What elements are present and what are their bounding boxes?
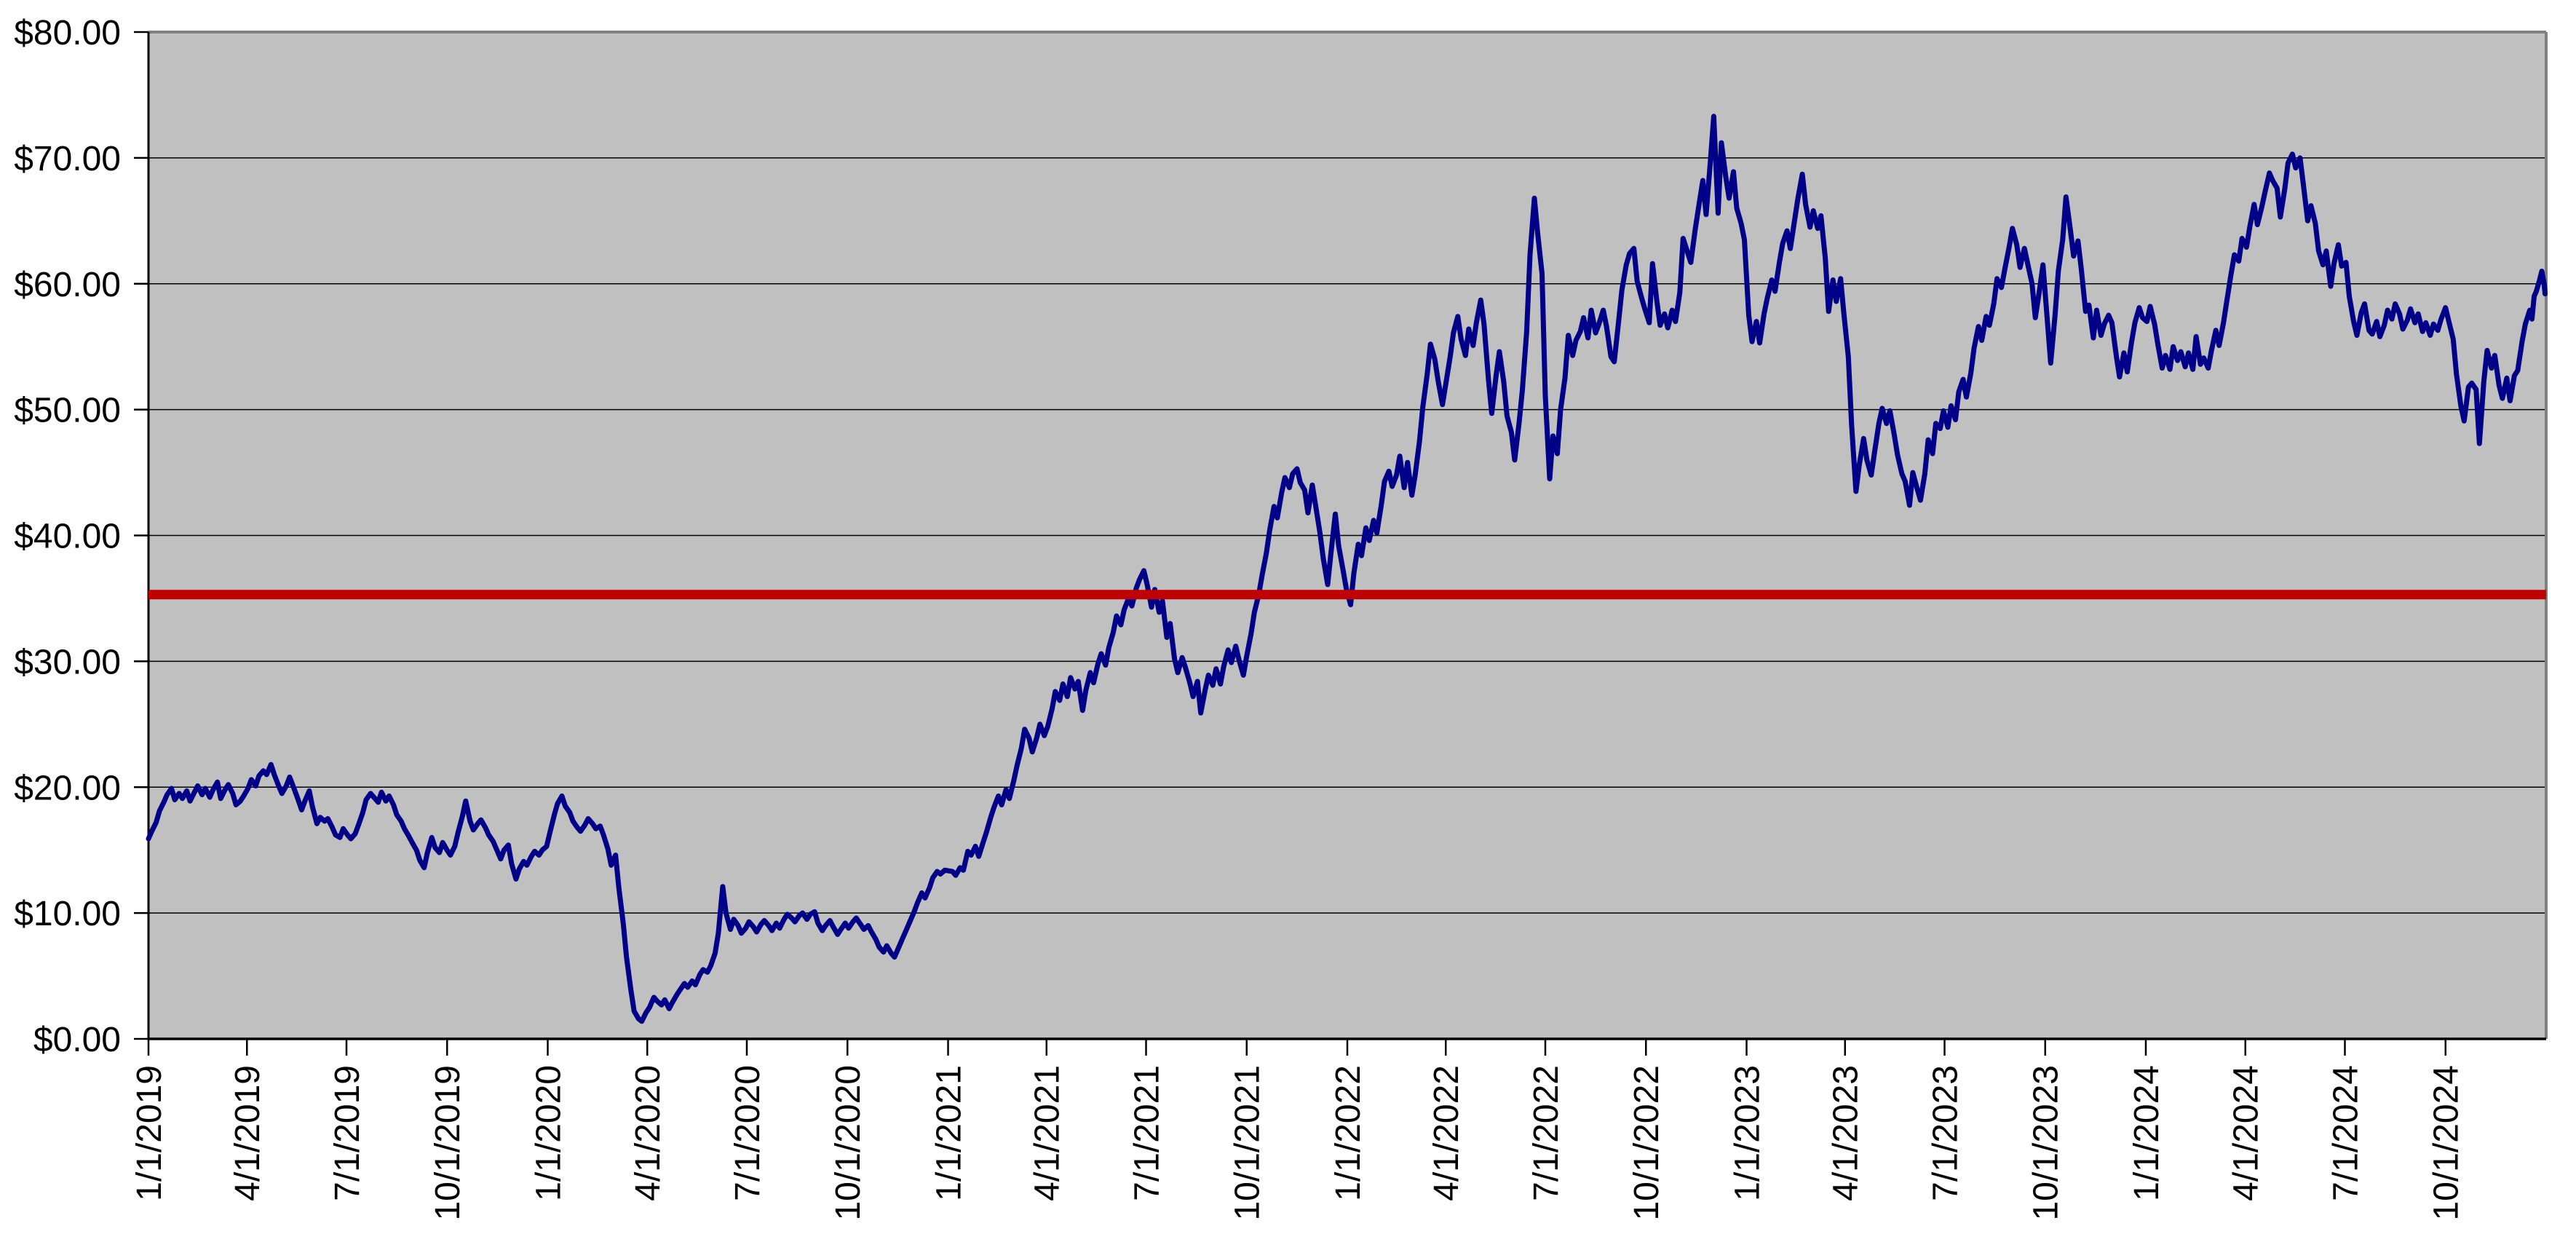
x-axis-label: 7/1/2020 [729,1065,767,1201]
y-axis-label: $10.00 [14,895,121,933]
x-axis-label: 10/1/2022 [1628,1065,1666,1221]
x-axis-label: 10/1/2020 [829,1065,868,1221]
x-axis-label: 4/1/2022 [1427,1065,1466,1201]
x-axis-label: 4/1/2021 [1029,1065,1067,1201]
x-axis-label: 1/1/2022 [1329,1065,1368,1201]
x-axis-label: 10/1/2023 [2027,1065,2066,1221]
y-axis-label: $70.00 [14,140,121,178]
y-axis-label: $30.00 [14,643,121,681]
x-axis-label: 4/1/2020 [629,1065,667,1201]
x-axis-label: 10/1/2019 [429,1065,467,1221]
x-axis-label: 1/1/2024 [2128,1065,2166,1201]
x-axis-label: 7/1/2019 [328,1065,367,1201]
y-axis-label: $20.00 [14,769,121,807]
y-axis-label: $80.00 [14,14,121,52]
x-axis-label: 1/1/2019 [130,1065,169,1201]
x-axis-label: 7/1/2023 [1926,1065,1965,1201]
x-axis-label: 4/1/2019 [229,1065,267,1201]
x-axis-label: 10/1/2021 [1229,1065,1267,1221]
x-axis-label: 4/1/2023 [1827,1065,1866,1201]
y-axis-label: $0.00 [33,1021,121,1059]
x-axis-label: 7/1/2021 [1128,1065,1166,1201]
price-line [146,114,2548,1024]
y-axis-label: $60.00 [14,266,121,304]
y-axis-label: $40.00 [14,518,121,556]
x-axis-label: 7/1/2022 [1527,1065,1566,1201]
x-axis-label: 7/1/2024 [2326,1065,2365,1201]
x-axis-label: 1/1/2023 [1728,1065,1767,1201]
x-axis-label: 1/1/2021 [930,1065,969,1201]
y-axis-label: $50.00 [14,392,121,430]
x-axis-label: 10/1/2024 [2428,1065,2466,1221]
x-axis-label: 1/1/2020 [529,1065,568,1201]
x-axis-label: 4/1/2024 [2227,1065,2266,1201]
